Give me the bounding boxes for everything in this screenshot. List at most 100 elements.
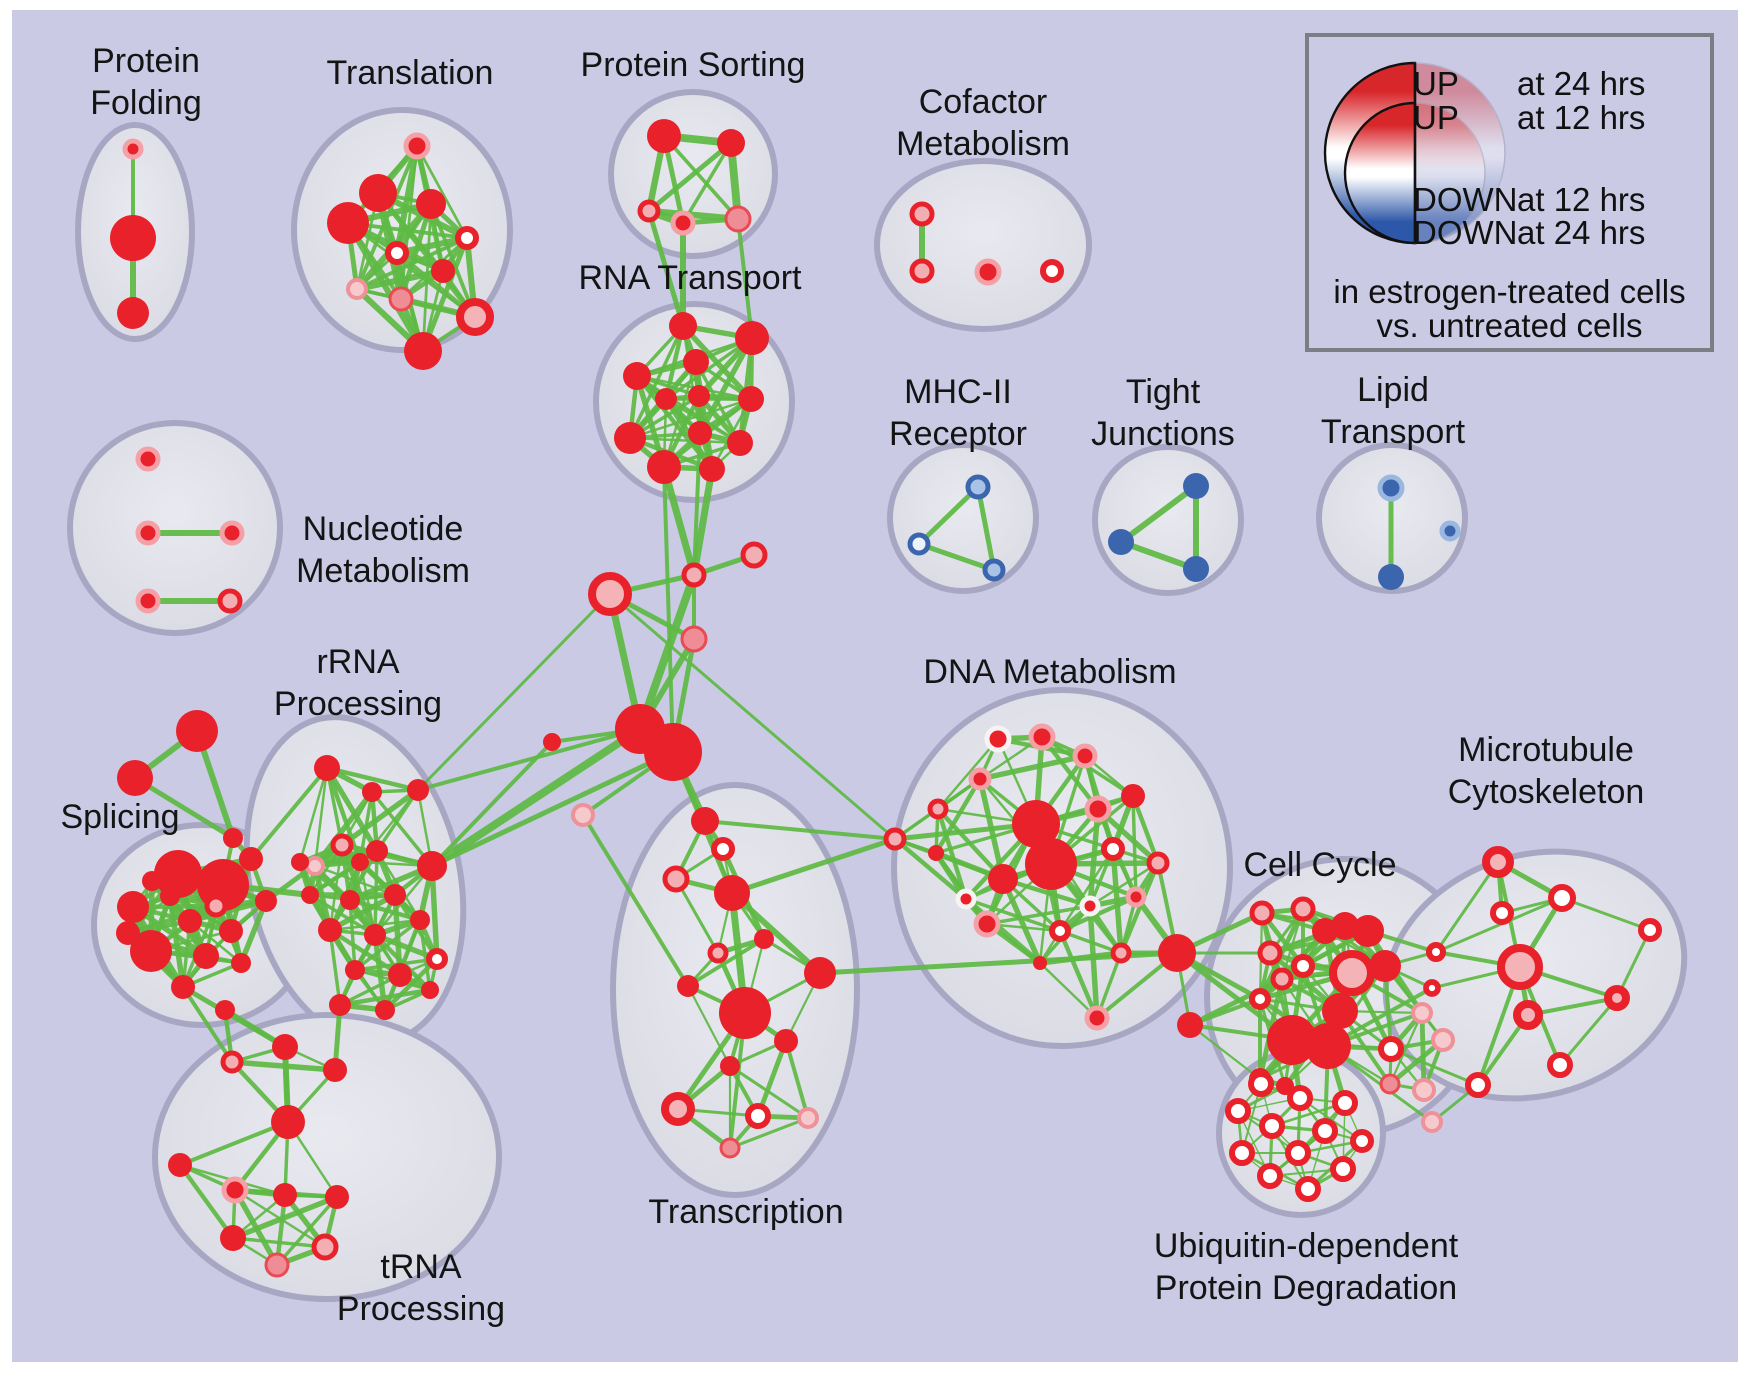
edge	[418, 918, 432, 992]
node-CC8	[1352, 915, 1384, 947]
edge	[728, 1116, 810, 1150]
node-T1	[359, 174, 397, 212]
node-D7	[1121, 784, 1145, 808]
cluster-label-lipid-transport: Lipid Transport	[1321, 371, 1466, 451]
edge	[181, 985, 234, 1064]
node-D17	[1049, 920, 1071, 942]
node-CM1	[909, 258, 935, 284]
edge	[916, 484, 981, 547]
node-CC11	[1322, 993, 1358, 1029]
edge	[1038, 961, 1099, 1020]
node-S10	[142, 871, 162, 891]
edge	[308, 893, 377, 937]
node-U1	[1287, 1085, 1313, 1111]
edge	[964, 897, 1062, 933]
node-LT0	[1377, 474, 1405, 502]
node-M4	[1497, 944, 1543, 990]
edge	[337, 987, 433, 1008]
edge	[1558, 996, 1619, 1067]
node-C3	[680, 625, 708, 653]
node-T0	[403, 132, 431, 160]
edge	[348, 898, 357, 972]
node-CC4	[1249, 988, 1271, 1010]
edge	[975, 484, 997, 573]
edge	[660, 463, 698, 579]
node-D14	[955, 888, 977, 910]
edge	[736, 217, 754, 340]
legend-row-up-24: UP at 24 hrs	[1309, 66, 1710, 102]
node-TN1	[711, 837, 735, 861]
cluster-label-microtubule-cytoskeleton: Microtubule Cytoskeleton	[1448, 731, 1645, 811]
legend-inner-right-half	[1414, 102, 1486, 244]
edge	[1131, 794, 1138, 899]
node-CM2	[974, 258, 1002, 286]
cluster-label-protein-sorting: Protein Sorting	[581, 46, 806, 84]
node-CC0	[1249, 900, 1275, 926]
edge	[608, 592, 897, 841]
edge	[313, 766, 329, 868]
node-D4	[927, 798, 949, 820]
node-T4	[455, 226, 479, 250]
node-D20	[883, 827, 907, 851]
edge	[662, 465, 675, 754]
node-M9	[1547, 1052, 1573, 1078]
edge	[692, 431, 702, 577]
node-M7	[1513, 1000, 1543, 1030]
node-U4	[1259, 1113, 1285, 1139]
edge	[686, 984, 732, 1068]
node-U6	[1350, 1129, 1374, 1153]
node-RT11	[699, 456, 725, 482]
node-T5	[385, 241, 409, 265]
edge	[429, 863, 440, 962]
node-NM0	[135, 446, 161, 472]
node-CM3	[1040, 259, 1064, 283]
node-CC17	[1411, 1002, 1433, 1024]
node-RT8	[688, 421, 712, 445]
node-R1	[362, 782, 382, 802]
edge	[177, 1162, 236, 1241]
node-U8	[1285, 1140, 1311, 1166]
cluster-label-rna-transport: RNA Transport	[579, 259, 803, 297]
legend-direction-label: DOWN	[1413, 181, 1518, 218]
legend-glyph-icon	[1323, 61, 1506, 245]
node-TR3	[273, 1183, 297, 1207]
node-CC5	[1291, 954, 1315, 978]
edge	[353, 267, 447, 293]
edge	[646, 208, 686, 329]
node-CC12	[1267, 1015, 1317, 1065]
cluster-ellipse-tight-junctions	[1092, 444, 1244, 596]
node-TR8	[215, 1000, 235, 1020]
node-S9	[255, 890, 277, 912]
node-U2	[1332, 1090, 1358, 1116]
node-RT3	[623, 362, 651, 390]
node-M10	[1421, 1111, 1443, 1133]
node-M6	[1604, 985, 1630, 1011]
node-D8	[928, 845, 944, 861]
edge	[729, 836, 898, 896]
node-RT0	[669, 312, 697, 340]
node-D15	[973, 910, 1001, 938]
edge	[933, 776, 983, 856]
node-MH2	[982, 558, 1006, 582]
edge	[1058, 847, 1115, 933]
edge	[1389, 1047, 1480, 1087]
node-D21	[1084, 1005, 1110, 1031]
edge	[1434, 896, 1564, 954]
node-CC3	[1270, 967, 1294, 991]
node-TN8	[719, 987, 771, 1039]
node-PF1	[110, 215, 156, 261]
edge	[416, 592, 612, 792]
edge	[339, 787, 421, 848]
edge	[324, 765, 421, 793]
node-PS2	[637, 199, 661, 223]
node-TN14	[719, 1137, 741, 1159]
legend-caption-line1: in estrogen-treated cells	[1333, 273, 1686, 310]
legend-direction-label: DOWN	[1413, 214, 1518, 251]
edge	[1057, 928, 1100, 1021]
node-TN11	[661, 1092, 695, 1126]
node-RT7	[614, 422, 646, 454]
edge	[728, 1064, 810, 1120]
node-CC7	[1331, 912, 1359, 940]
node-CC18	[1431, 1028, 1455, 1052]
cluster-label-cofactor-metabolism: Cofactor Metabolism	[896, 83, 1070, 163]
